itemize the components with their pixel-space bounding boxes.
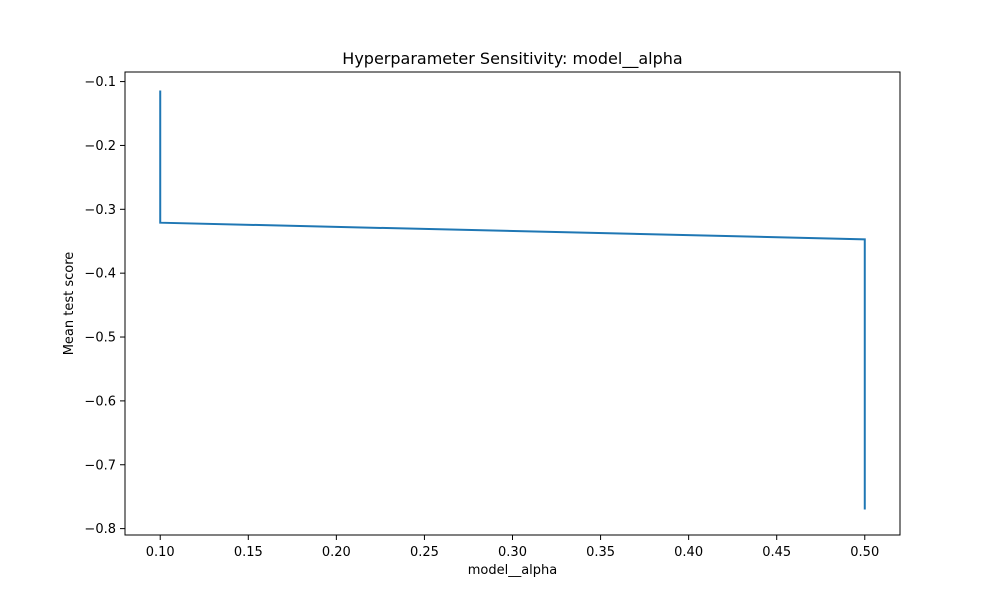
- x-tick-label: 0.15: [234, 545, 263, 560]
- x-tick-label: 0.20: [322, 545, 351, 560]
- y-tick-label: −0.5: [84, 331, 116, 346]
- y-axis-label: Mean test score: [62, 252, 77, 356]
- series-line-0: [159, 90, 866, 510]
- x-tick-label: 0.10: [146, 545, 175, 560]
- y-tick-label: −0.4: [84, 267, 116, 282]
- x-tick-label: 0.35: [586, 545, 615, 560]
- y-axis-ticks: −0.1 −0.2 −0.3 −0.4 −0.5 −0.6 −0.7 −0.8: [84, 75, 125, 537]
- x-axis-ticks: 0.10 0.15 0.20 0.25 0.30 0.35 0.40 0.45 0.50: [146, 535, 879, 560]
- y-tick-label: −0.2: [84, 139, 116, 154]
- x-tick-label: 0.40: [674, 545, 703, 560]
- chart-title: Hyperparameter Sensitivity: model__alpha: [342, 49, 682, 69]
- x-tick-label: 0.50: [850, 545, 879, 560]
- x-tick-label: 0.25: [410, 545, 439, 560]
- y-tick-label: −0.6: [84, 394, 116, 409]
- series-layer: [159, 90, 866, 510]
- y-tick-label: −0.8: [84, 522, 116, 537]
- x-tick-label: 0.45: [762, 545, 791, 560]
- x-axis-label: model__alpha: [468, 563, 558, 578]
- x-tick-label: 0.30: [498, 545, 527, 560]
- plot-area: [125, 72, 900, 535]
- y-tick-label: −0.1: [84, 75, 116, 90]
- y-tick-label: −0.7: [84, 458, 116, 473]
- y-tick-label: −0.3: [84, 203, 116, 218]
